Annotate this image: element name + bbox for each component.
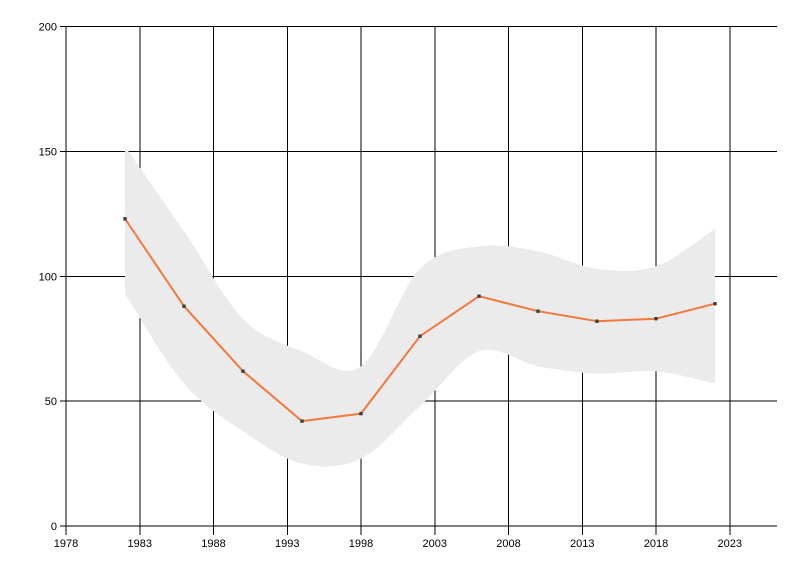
data-point-marker bbox=[477, 294, 481, 298]
data-point-marker bbox=[595, 319, 599, 323]
x-tick-label: 2023 bbox=[718, 538, 742, 550]
x-tick-label: 2018 bbox=[644, 538, 668, 550]
data-point-marker bbox=[182, 304, 186, 308]
x-tick-label: 1993 bbox=[275, 538, 299, 550]
data-point-marker bbox=[359, 411, 363, 416]
y-tick-label: 200 bbox=[39, 22, 57, 34]
data-point-marker bbox=[536, 309, 540, 313]
y-tick-label: 100 bbox=[39, 271, 57, 283]
data-point-marker bbox=[241, 369, 245, 373]
data-point-marker bbox=[713, 302, 717, 306]
axis-tick-labels: 0 50 100 150 200 1978 1983 1988 1993 1998 2003 2008… bbox=[39, 22, 742, 551]
y-tick-label: 150 bbox=[39, 146, 57, 158]
y-tick-label: 50 bbox=[45, 396, 57, 408]
data-point-markers bbox=[123, 217, 717, 423]
data-point-marker bbox=[300, 419, 304, 423]
x-tick-label: 1988 bbox=[201, 538, 225, 550]
x-tick-label: 2013 bbox=[570, 538, 594, 550]
data-point-marker bbox=[654, 317, 658, 321]
x-tick-label: 1998 bbox=[349, 538, 373, 550]
x-tick-label: 2003 bbox=[423, 538, 447, 550]
x-tick-label: 1978 bbox=[54, 538, 78, 550]
confidence-band bbox=[125, 146, 715, 467]
x-tick-label: 1983 bbox=[128, 538, 152, 550]
x-tick-label: 2008 bbox=[496, 538, 520, 550]
data-point-marker bbox=[418, 334, 422, 338]
y-tick-label: 0 bbox=[51, 521, 57, 533]
data-point-marker bbox=[123, 217, 127, 221]
